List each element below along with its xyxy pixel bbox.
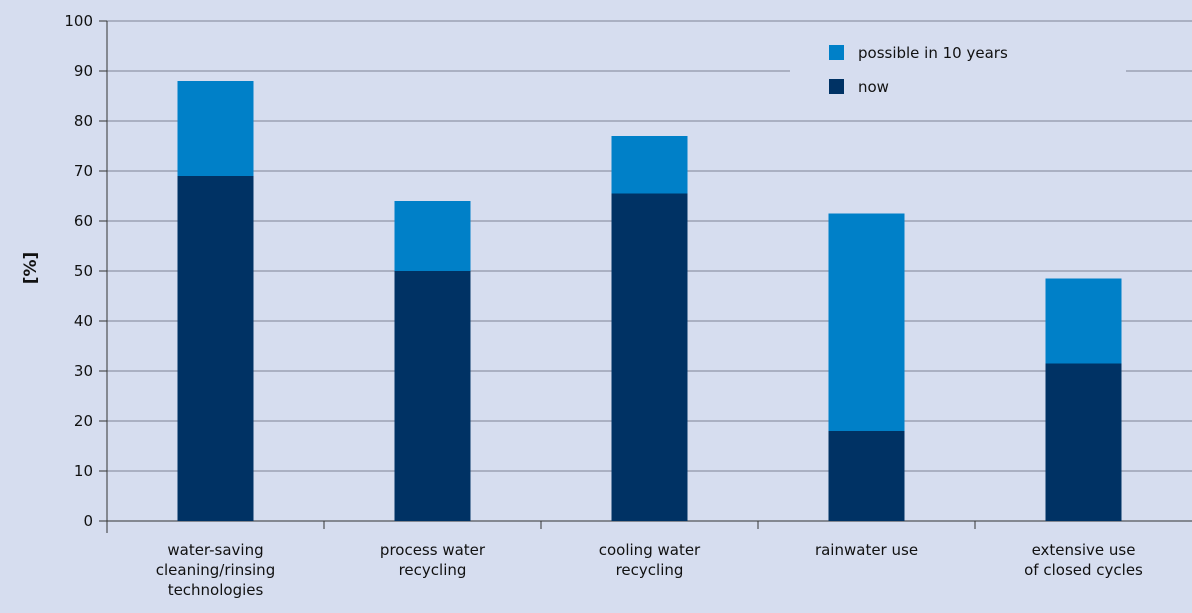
bar-possible-in-10-years (611, 136, 688, 194)
category-label: rainwater use (815, 541, 918, 559)
y-tick-label: 80 (74, 112, 93, 130)
y-tick-label: 0 (83, 512, 93, 530)
y-tick-label: 50 (74, 262, 93, 280)
bar-now (1045, 363, 1122, 521)
category-label: extensive use (1032, 541, 1136, 559)
bar-possible-in-10-years (828, 213, 905, 431)
y-tick-label: 60 (74, 212, 93, 230)
category-label: water-saving (167, 541, 263, 559)
legend-label: possible in 10 years (858, 44, 1008, 62)
y-tick-label: 70 (74, 162, 93, 180)
y-tick-label: 10 (74, 462, 93, 480)
bar-now (177, 176, 254, 521)
bar-now (611, 193, 688, 521)
y-tick-label: 30 (74, 362, 93, 380)
bar-possible-in-10-years (394, 201, 471, 271)
y-tick-label: 20 (74, 412, 93, 430)
legend-label: now (858, 78, 889, 96)
category-labels: water-saving cleaning/rinsing technologies… (156, 541, 1143, 599)
y-axis-label: [%] (21, 252, 41, 285)
y-tick-label: 40 (74, 312, 93, 330)
bar-now (828, 431, 905, 521)
legend: possible in 10 years now (829, 44, 1008, 96)
category-label: cleaning/rinsing (156, 561, 275, 579)
category-label: technologies (168, 581, 264, 599)
category-label: recycling (616, 561, 684, 579)
category-label: process water (380, 541, 486, 559)
bar-possible-in-10-years (1045, 278, 1122, 364)
category-label: cooling water (599, 541, 701, 559)
category-label: recycling (399, 561, 467, 579)
bars (177, 81, 1122, 521)
y-tick-label: 100 (64, 12, 93, 30)
legend-swatch (829, 45, 844, 60)
bar-now (394, 271, 471, 521)
category-label: of closed cycles (1024, 561, 1143, 579)
axes: 0 10 20 30 40 50 60 70 80 90 100 (64, 12, 1192, 533)
bar-possible-in-10-years (177, 81, 254, 176)
y-tick-label: 90 (74, 62, 93, 80)
legend-swatch (829, 79, 844, 94)
